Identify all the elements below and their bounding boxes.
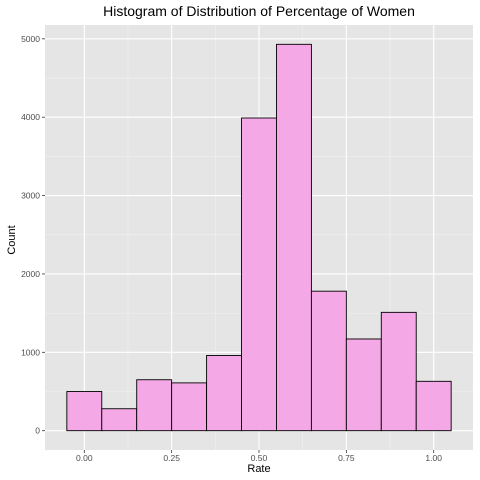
histogram-bar <box>136 379 173 432</box>
x-tick-label: 1.00 <box>425 453 442 463</box>
y-tick-label: 0 <box>35 426 40 436</box>
x-tick-label: 0.75 <box>338 453 355 463</box>
histogram-bar <box>241 117 277 432</box>
x-tick-label: 0.00 <box>76 453 93 463</box>
x-axis-title: Rate <box>247 463 270 475</box>
y-tick-label: 2000 <box>21 269 40 279</box>
histogram-bar <box>345 338 382 432</box>
histogram-bar <box>415 380 452 432</box>
histogram-bar <box>380 311 417 432</box>
histogram-bar <box>66 391 103 432</box>
x-tick-label: 0.50 <box>251 453 268 463</box>
chart-title: Histogram of Distribution of Percentage … <box>103 3 415 19</box>
y-axis-title: Count <box>6 225 18 254</box>
histogram-bars <box>66 43 452 432</box>
histogram-bar <box>171 382 208 432</box>
histogram-bar <box>206 354 242 432</box>
y-tick-label: 1000 <box>21 347 40 357</box>
y-tick-label: 4000 <box>21 112 40 122</box>
y-tick-label: 3000 <box>21 191 40 201</box>
histogram-bar <box>276 43 312 432</box>
y-axis: 0 1000 2000 3000 4000 5000 <box>21 34 45 436</box>
histogram-bar <box>101 408 138 432</box>
histogram-bar <box>310 290 347 432</box>
x-axis: 0.00 0.25 0.50 0.75 1.00 <box>76 450 442 463</box>
y-tick-label: 5000 <box>21 34 40 44</box>
x-tick-label: 0.25 <box>163 453 180 463</box>
